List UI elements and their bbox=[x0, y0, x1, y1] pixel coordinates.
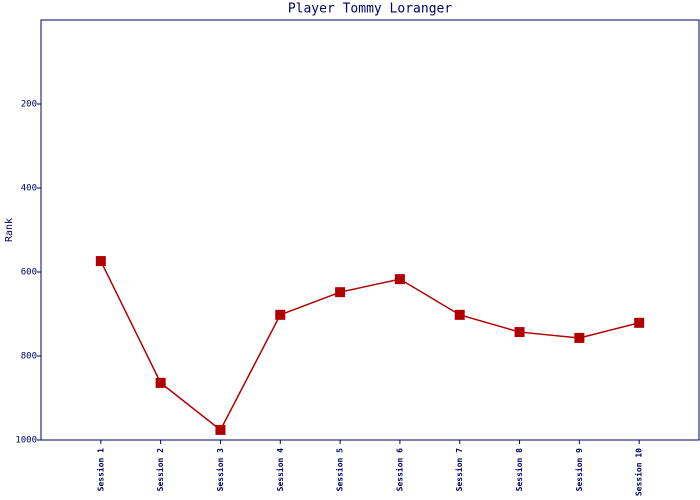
y-tick-label: 200 bbox=[21, 100, 37, 110]
point bbox=[514, 327, 525, 338]
point bbox=[95, 256, 106, 267]
point bbox=[215, 424, 226, 435]
point bbox=[155, 377, 166, 388]
y-axis-label: Rank bbox=[4, 218, 15, 242]
y-tick-label: 600 bbox=[21, 268, 37, 278]
x-tick-label: Session 8 bbox=[514, 448, 524, 492]
point bbox=[634, 317, 645, 328]
chart-title: Player Tommy Loranger bbox=[288, 2, 453, 17]
y-tick-label: 400 bbox=[21, 184, 37, 194]
series-line bbox=[100, 260, 640, 432]
x-tick-label: Session 5 bbox=[335, 448, 345, 492]
x-tick-label: Session 10 bbox=[634, 448, 644, 496]
x-tick-label: Session 3 bbox=[215, 448, 225, 492]
x-tick-label: Session 9 bbox=[574, 448, 584, 492]
x-tick-label: Session 1 bbox=[95, 448, 105, 492]
point bbox=[394, 274, 405, 285]
point bbox=[275, 309, 286, 320]
point bbox=[574, 332, 585, 343]
x-tick-label: Session 6 bbox=[394, 448, 404, 492]
point bbox=[454, 309, 465, 320]
x-tick-label: Session 4 bbox=[275, 448, 285, 492]
y-tick-label: 800 bbox=[21, 352, 37, 362]
x-tick-label: Session 2 bbox=[155, 448, 165, 492]
x-tick-label: Session 7 bbox=[454, 448, 464, 492]
y-tick-label: 1000 bbox=[15, 436, 37, 446]
plot-frame bbox=[40, 19, 700, 441]
point bbox=[335, 287, 346, 298]
